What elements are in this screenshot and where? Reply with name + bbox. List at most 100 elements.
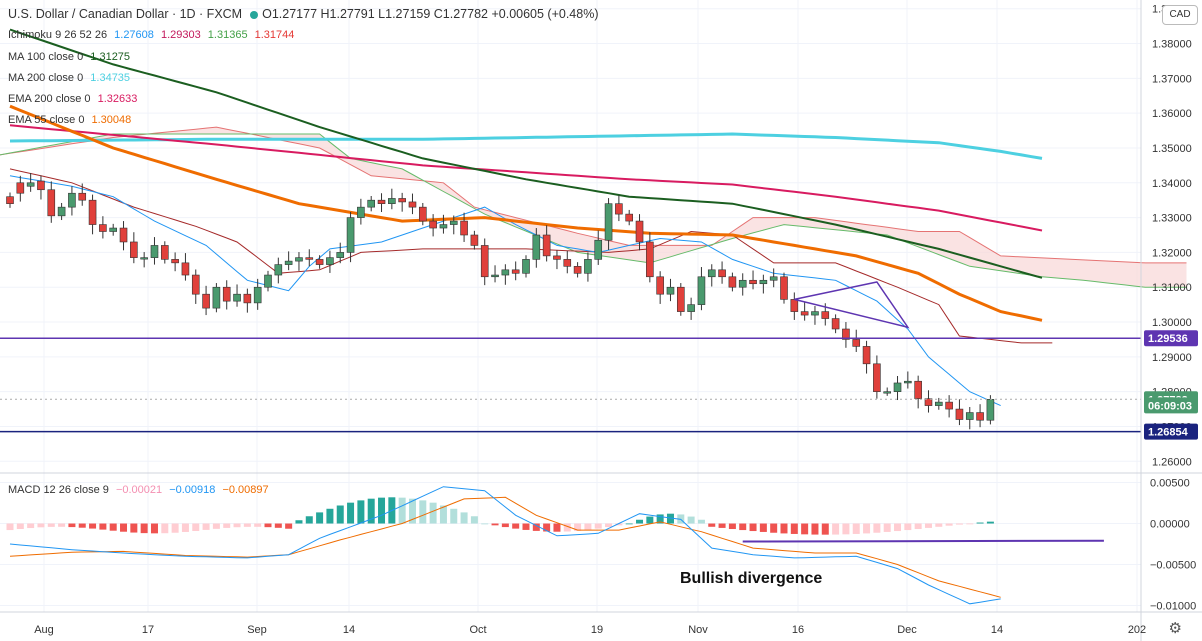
- macd-signal-line: [9, 496, 1001, 598]
- candle-body: [594, 239, 603, 260]
- candle-body: [284, 260, 293, 265]
- macd-histogram-bar: [574, 523, 582, 531]
- macd-histogram-bar: [697, 519, 705, 524]
- candle-body: [738, 279, 747, 288]
- macd-histogram-bar: [770, 523, 778, 533]
- settings-gear-icon[interactable]: ⚙: [1168, 620, 1182, 637]
- macd-histogram-bar: [347, 502, 355, 524]
- candle-body: [821, 311, 830, 319]
- macd-tick-label: −0.00500: [1150, 559, 1196, 571]
- macd-histogram-bar: [450, 508, 458, 524]
- candle-body: [831, 318, 840, 330]
- candle-body: [934, 401, 943, 406]
- macd-histogram-bar: [955, 523, 963, 525]
- currency-badge[interactable]: CAD: [1162, 5, 1198, 25]
- candle-body: [718, 269, 726, 278]
- ma200-legend[interactable]: MA 200 close 0 1.34735: [8, 72, 134, 84]
- macd-histogram-bar: [326, 508, 334, 524]
- macd-histogram-bar: [305, 516, 313, 524]
- macd-histogram-bar: [439, 505, 447, 524]
- price-tick-label: 1.36000: [1152, 108, 1192, 120]
- candle-body: [480, 245, 489, 278]
- ichimoku-legend[interactable]: Ichimoku 9 26 52 26 1.27608 1.29303 1.31…: [8, 29, 298, 41]
- macd-histogram-bar: [945, 523, 953, 526]
- macd-histogram-bar: [811, 523, 819, 535]
- candle-body: [212, 286, 221, 309]
- candle-body: [573, 266, 582, 274]
- time-tick-label: 202: [1128, 624, 1146, 636]
- ema55-legend[interactable]: EMA 55 close 0 1.30048: [8, 114, 135, 126]
- cloud-fill: [0, 127, 1187, 288]
- countdown-badge: 06:09:03: [1148, 400, 1192, 412]
- candle-body: [57, 206, 66, 217]
- ichimoku-spana-value: 1.31744: [254, 29, 295, 41]
- candle-body: [88, 199, 97, 225]
- candle-body: [233, 293, 241, 302]
- macd-histogram-bar: [749, 523, 757, 532]
- time-tick-label: Sep: [247, 624, 267, 636]
- macd-histogram-bar: [181, 523, 189, 532]
- candle-body: [635, 220, 644, 243]
- price-tick-label: 1.38000: [1152, 39, 1192, 51]
- macd-histogram-bar: [522, 523, 530, 530]
- candle-body: [47, 189, 56, 217]
- candle-body: [418, 206, 427, 222]
- time-tick-label: 16: [792, 624, 804, 636]
- macd-histogram-bar: [233, 523, 241, 528]
- macd-histogram-bar: [563, 523, 571, 532]
- macd-histogram-bar: [708, 523, 716, 527]
- macd-histogram-bar: [605, 523, 613, 528]
- candle-body: [470, 234, 479, 246]
- macd-histogram-bar: [120, 523, 128, 532]
- macd-histogram-bar: [223, 523, 231, 528]
- macd-histogram-bar: [419, 500, 427, 524]
- candle-body: [68, 192, 76, 208]
- candle-body: [584, 259, 592, 274]
- macd-histogram-bar: [408, 498, 416, 524]
- macd-histogram-bar: [378, 497, 386, 524]
- macd-histogram-bar: [501, 523, 509, 528]
- macd-histogram-bar: [832, 523, 840, 535]
- ma100-value: 1.31275: [90, 51, 131, 63]
- divergence-line: [742, 539, 1104, 543]
- macd-histogram-bar: [109, 523, 117, 531]
- candle-body: [707, 269, 716, 278]
- trend-drawings: [0, 281, 1141, 433]
- candle-body: [563, 259, 572, 267]
- resistance-price-badge: 1.29536: [1148, 333, 1188, 345]
- macd-legend[interactable]: MACD 12 26 close 9 −0.00021 −0.00918 −0.…: [8, 484, 273, 496]
- candle-body: [336, 252, 345, 258]
- candle-body: [367, 199, 376, 208]
- symbol-title[interactable]: U.S. Dollar / Canadian Dollar · 1D · FXC…: [8, 7, 243, 21]
- price-tick-label: 1.35000: [1152, 143, 1192, 155]
- ma200-value: 1.34735: [90, 72, 131, 84]
- ma100-legend[interactable]: MA 100 close 0 1.31275: [8, 51, 134, 63]
- candle-body: [697, 276, 706, 305]
- candle-body: [377, 199, 386, 204]
- macd-histogram-bar: [274, 523, 282, 528]
- ema200-legend[interactable]: EMA 200 close 0 1.32633: [8, 93, 141, 105]
- candle-body: [26, 182, 35, 187]
- candle-body: [191, 274, 200, 295]
- candle-body: [986, 399, 995, 421]
- macd-histogram-bar: [140, 523, 148, 534]
- macd-histogram-bar: [512, 523, 520, 529]
- macd-histogram-bar: [863, 523, 871, 534]
- candle-body: [460, 220, 468, 236]
- candle-body: [161, 245, 169, 260]
- price-tick-label: 1.32000: [1152, 247, 1192, 259]
- candle-body: [243, 293, 252, 304]
- macd-tick-label: −0.01000: [1150, 600, 1196, 612]
- indicator-lines: [9, 28, 1053, 407]
- candle-body: [976, 412, 984, 421]
- price-tick-label: 1.37000: [1152, 73, 1192, 85]
- macd-histogram-bar: [460, 512, 468, 524]
- macd-histogram-bar: [821, 523, 829, 535]
- ema55-value: 1.30048: [91, 114, 132, 126]
- candle-body: [542, 234, 551, 257]
- macd-histogram-bar: [202, 523, 210, 530]
- candle-body: [811, 311, 819, 316]
- candle-body: [852, 339, 861, 347]
- time-tick-label: 14: [991, 624, 1003, 636]
